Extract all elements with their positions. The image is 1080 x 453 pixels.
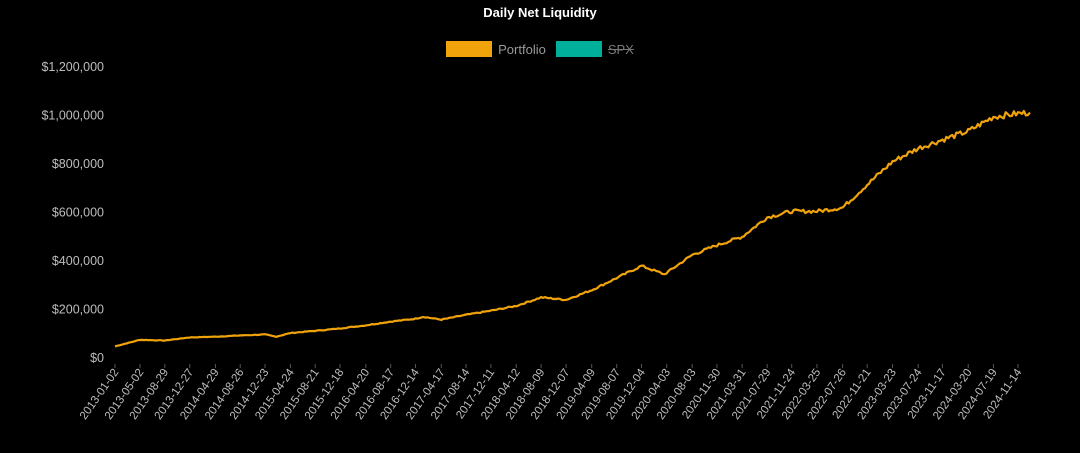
- chart-title: Daily Net Liquidity: [483, 5, 597, 20]
- legend-label-spx: SPX: [607, 41, 634, 57]
- legend-item-spx[interactable]: SPX: [555, 41, 634, 57]
- series-lines: [114, 109, 1031, 348]
- y-tick-label: $400,000: [52, 254, 104, 268]
- legend: Portfolio SPX: [0, 39, 1080, 59]
- y-tick-label: $0: [90, 351, 104, 365]
- legend-swatch-portfolio: [446, 41, 493, 57]
- y-tick-label: $1,000,000: [41, 109, 104, 123]
- legend-label-portfolio: Portfolio: [498, 41, 546, 57]
- series-line-portfolio: [114, 109, 1031, 348]
- y-axis: $0 $200,000 $400,000 $600,000 $800,000 $1,000…: [41, 60, 104, 365]
- y-tick-label: $600,000: [52, 206, 104, 220]
- y-tick-label: $800,000: [52, 157, 104, 171]
- y-tick-label: $1,200,000: [41, 60, 104, 74]
- legend-item-portfolio[interactable]: Portfolio: [446, 41, 546, 57]
- x-axis: 2013-01-022013-05-022013-08-292013-12-27…: [78, 364, 1025, 422]
- legend-swatch-spx: [555, 41, 602, 57]
- y-tick-label: $200,000: [52, 303, 104, 317]
